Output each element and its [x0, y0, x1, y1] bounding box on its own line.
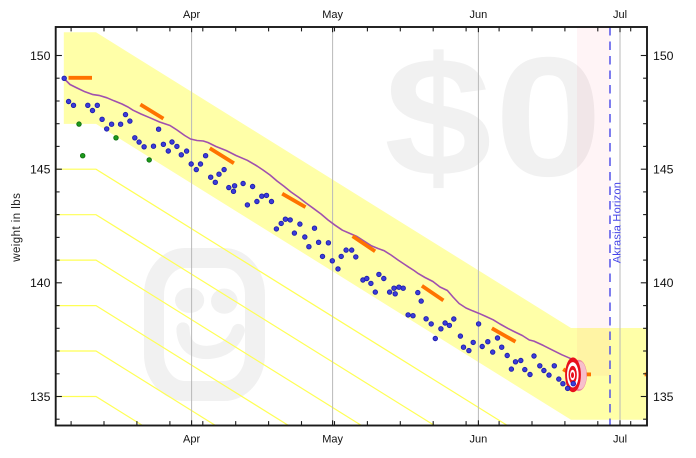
svg-text:0: 0: [495, 22, 603, 212]
svg-text:$: $: [384, 22, 492, 212]
svg-text:150: 150: [30, 49, 51, 63]
svg-text:Akrasia Horizon: Akrasia Horizon: [611, 182, 623, 263]
svg-text:Jun: Jun: [470, 434, 488, 446]
svg-text:140: 140: [30, 276, 51, 290]
svg-text:145: 145: [653, 163, 674, 177]
svg-text:Jul: Jul: [613, 9, 627, 21]
svg-text:145: 145: [30, 163, 51, 177]
svg-text:135: 135: [30, 390, 51, 404]
svg-text:140: 140: [653, 276, 674, 290]
svg-text:Jul: Jul: [613, 434, 627, 446]
svg-text:May: May: [322, 434, 343, 446]
svg-text:Apr: Apr: [183, 434, 200, 446]
svg-text:Jun: Jun: [470, 9, 488, 21]
svg-text:150: 150: [653, 49, 674, 63]
svg-text:135: 135: [653, 390, 674, 404]
svg-text:May: May: [322, 9, 343, 21]
svg-text:weight in lbs: weight in lbs: [11, 193, 23, 263]
svg-text:Apr: Apr: [183, 9, 200, 21]
